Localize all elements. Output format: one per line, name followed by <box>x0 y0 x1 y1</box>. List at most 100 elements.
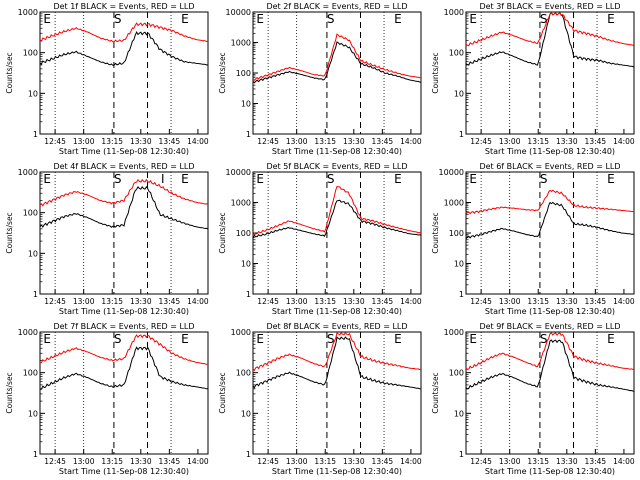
detector-panel-6: Det 6f BLACK = Events, RED = LLD 1 10 100 10… <box>426 160 638 318</box>
interval-marker-label: E <box>607 332 615 346</box>
x-tick-label: 13:15 <box>101 137 123 146</box>
y-tick-label: 10000 <box>226 168 251 177</box>
interval-marker-label: I <box>161 172 165 186</box>
lld-series-line <box>252 331 421 372</box>
interval-marker-label: E <box>469 12 477 26</box>
lld-series-line <box>252 33 422 82</box>
y-tick-label: 10 <box>28 249 38 258</box>
chart-title: Det 3f BLACK = Events, RED = LLD <box>479 2 620 11</box>
y-tick-label: 1000 <box>18 8 38 17</box>
chart-svg: Det 8f BLACK = Events, RED = LLD 1 10 100 10… <box>218 322 422 476</box>
chart-title: Det 1f BLACK = Events, RED = LLD <box>53 2 194 11</box>
x-tick-label: 13:45 <box>159 457 181 466</box>
y-axis-label: Counts/sec <box>218 372 227 413</box>
plot-frame <box>465 331 635 455</box>
x-tick-label: 14:00 <box>613 137 635 146</box>
interval-marker-label: S <box>327 332 335 346</box>
detector-panel-5: Det 5f BLACK = Events, RED = LLD 1 10 100 10… <box>213 160 425 318</box>
x-tick-label: 13:30 <box>343 137 365 146</box>
x-tick-label: 14:00 <box>400 457 422 466</box>
interval-marker-label: E <box>181 332 189 346</box>
y-tick-label: 1 <box>33 450 38 459</box>
chart-title: Det 9f BLACK = Events, RED = LLD <box>479 322 620 331</box>
x-tick-label: 13:15 <box>314 457 336 466</box>
y-tick-label: 1 <box>33 130 38 139</box>
interval-marker-label: E <box>469 332 477 346</box>
x-tick-label: 13:00 <box>73 457 95 466</box>
y-tick-label: 1 <box>459 290 464 299</box>
x-tick-label: 14:00 <box>613 457 635 466</box>
x-tick-label: 13:45 <box>372 297 394 306</box>
plot-frame <box>465 11 635 135</box>
lld-series-line <box>465 12 635 47</box>
chart-svg: Det 7f BLACK = Events, RED = LLD 1 10 100 10… <box>5 322 209 476</box>
y-tick-label: 1000 <box>231 39 251 48</box>
x-tick-label: 12:45 <box>257 297 279 306</box>
x-tick-label: 12:45 <box>44 137 66 146</box>
x-tick-label: 12:45 <box>470 457 492 466</box>
x-axis-label: Start Time (11-Sep-08 12:30:40) <box>59 147 189 156</box>
x-tick-label: 13:45 <box>372 137 394 146</box>
lld-series-line <box>40 334 209 365</box>
x-tick-label: 13:30 <box>343 297 365 306</box>
y-tick-label: 1000 <box>444 328 464 337</box>
y-tick-label: 1 <box>246 290 251 299</box>
chart-title: Det 8f BLACK = Events, RED = LLD <box>266 322 407 331</box>
y-tick-label: 100 <box>449 369 464 378</box>
detector-panel-3: Det 3f BLACK = Events, RED = LLD 1 10 100 10… <box>426 0 638 158</box>
interval-marker-label: E <box>256 172 264 186</box>
lld-series-line <box>465 332 635 371</box>
chart-title: Det 4f BLACK = Events, RED = LLD <box>53 162 194 171</box>
x-tick-label: 14:00 <box>613 297 635 306</box>
detector-panel-1: Det 1f BLACK = Events, RED = LLD 1 10 100 10… <box>0 0 212 158</box>
x-tick-label: 12:45 <box>44 457 66 466</box>
plot-frame <box>39 171 209 295</box>
y-axis-label: Counts/sec <box>431 52 440 93</box>
interval-marker-label: E <box>43 12 51 26</box>
chart-svg: Det 1f BLACK = Events, RED = LLD 1 10 100 10… <box>5 2 209 156</box>
x-axis-label: Start Time (11-Sep-08 12:30:40) <box>59 467 189 476</box>
x-tick-label: 13:15 <box>314 297 336 306</box>
x-tick-label: 13:45 <box>159 297 181 306</box>
y-tick-label: 1000 <box>18 328 38 337</box>
interval-marker-label: E <box>43 172 51 186</box>
interval-marker-label: S <box>114 332 122 346</box>
interval-marker-label: E <box>607 172 615 186</box>
x-tick-label: 13:00 <box>499 137 521 146</box>
interval-marker-label: E <box>256 12 264 26</box>
y-tick-label: 1000 <box>231 328 251 337</box>
x-tick-label: 14:00 <box>187 137 209 146</box>
x-axis-label: Start Time (11-Sep-08 12:30:40) <box>485 147 615 156</box>
y-tick-label: 100 <box>236 229 251 238</box>
detector-panel-9: Det 9f BLACK = Events, RED = LLD 1 10 100 10… <box>426 320 638 478</box>
y-tick-label: 1 <box>459 450 464 459</box>
y-tick-label: 10 <box>454 260 464 269</box>
x-tick-label: 13:00 <box>286 297 308 306</box>
y-tick-label: 1 <box>246 130 251 139</box>
x-tick-label: 12:45 <box>257 457 279 466</box>
x-tick-label: 13:00 <box>73 297 95 306</box>
interval-marker-label: E <box>394 172 402 186</box>
x-axis-label: Start Time (11-Sep-08 12:30:40) <box>485 467 615 476</box>
x-tick-label: 13:30 <box>556 297 578 306</box>
y-tick-label: 10 <box>28 89 38 98</box>
detector-panel-7: Det 7f BLACK = Events, RED = LLD 1 10 100 10… <box>0 320 212 478</box>
plot-frame <box>39 11 209 135</box>
x-tick-label: 14:00 <box>400 297 422 306</box>
y-axis-label: Counts/sec <box>5 52 14 93</box>
y-tick-label: 10 <box>241 100 251 109</box>
interval-marker-label: S <box>540 332 548 346</box>
y-tick-label: 100 <box>23 49 38 58</box>
x-tick-label: 13:30 <box>556 137 578 146</box>
y-tick-label: 10 <box>28 409 38 418</box>
interval-marker-label: S <box>540 12 548 26</box>
x-tick-label: 12:45 <box>470 297 492 306</box>
plot-frame <box>39 331 209 455</box>
interval-marker-label: S <box>114 172 122 186</box>
x-tick-label: 13:45 <box>585 457 607 466</box>
y-tick-label: 1 <box>459 130 464 139</box>
interval-marker-label: E <box>394 332 402 346</box>
interval-marker-label: E <box>181 172 189 186</box>
x-tick-label: 13:30 <box>130 297 152 306</box>
